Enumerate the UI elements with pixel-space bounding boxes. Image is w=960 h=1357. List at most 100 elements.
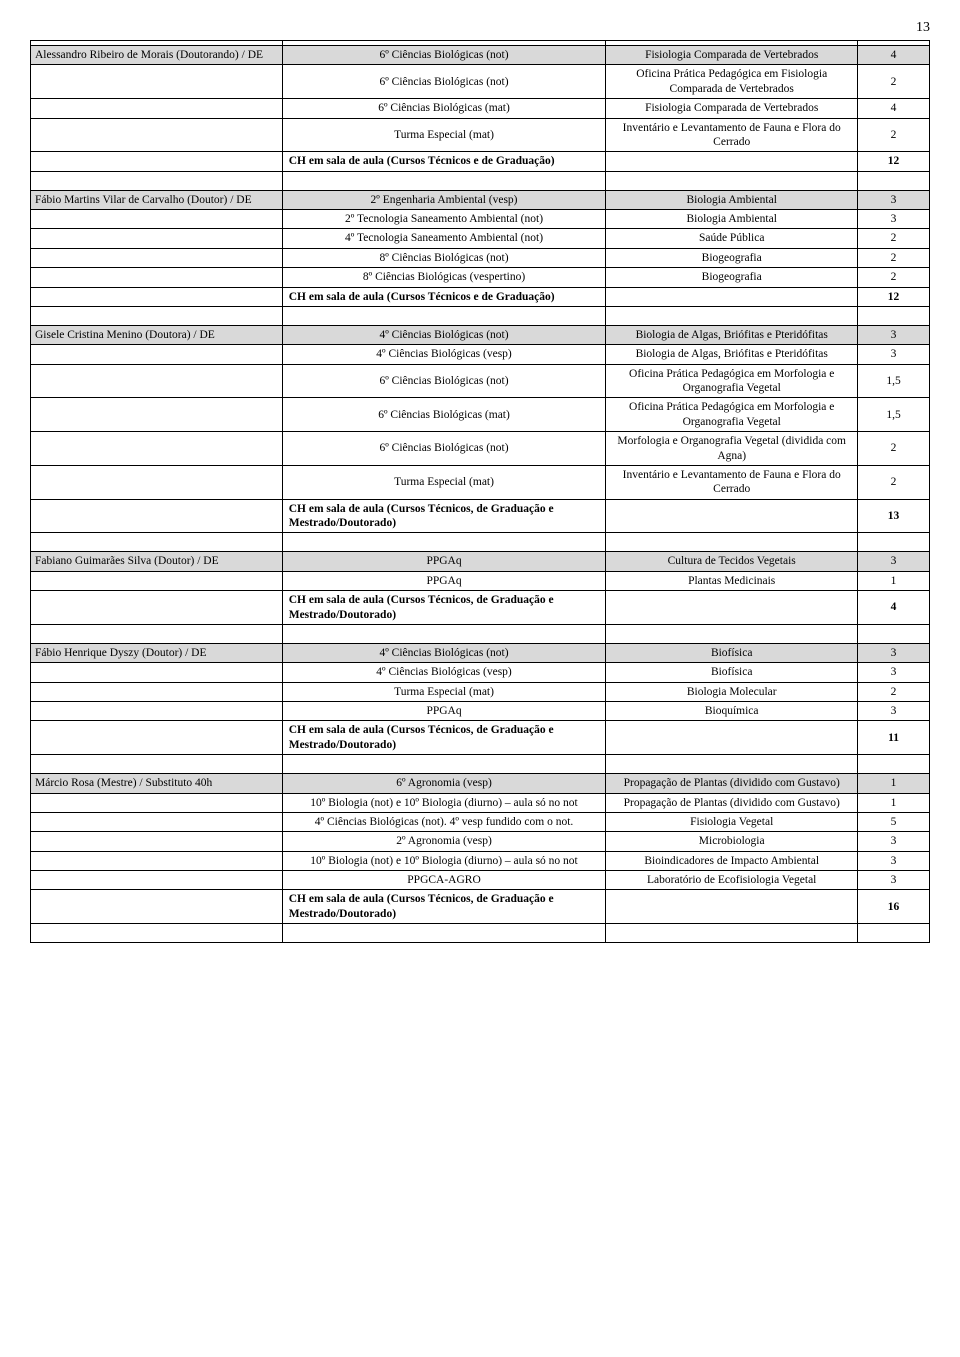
table-row: Fábio Henrique Dyszy (Doutor) / DE4º Ciê… <box>31 643 930 662</box>
table-row: PPGAqPlantas Medicinais1 <box>31 571 930 590</box>
empty-cell <box>858 171 930 190</box>
hours-cell: 3 <box>858 832 930 851</box>
empty-cell <box>606 924 858 943</box>
subject-cell: Biogeografia <box>606 248 858 267</box>
summary-row: CH em sala de aula (Cursos Técnicos, de … <box>31 499 930 533</box>
table-row: 6º Ciências Biológicas (not)Oficina Prát… <box>31 364 930 398</box>
course-cell: 6º Ciências Biológicas (not) <box>282 46 606 65</box>
subject-cell: Inventário e Levantamento de Fauna e Flo… <box>606 118 858 152</box>
summary-row: CH em sala de aula (Cursos Técnicos e de… <box>31 152 930 171</box>
instructor-cell <box>31 571 283 590</box>
empty-cell <box>31 499 283 533</box>
instructor-cell <box>31 118 283 152</box>
course-cell: 6º Ciências Biológicas (not) <box>282 65 606 99</box>
hours-cell: 3 <box>858 871 930 890</box>
hours-cell: 2 <box>858 65 930 99</box>
table-row: 6º Ciências Biológicas (mat)Oficina Prát… <box>31 398 930 432</box>
table-row: Fabiano Guimarães Silva (Doutor) / DEPPG… <box>31 552 930 571</box>
instructor-cell <box>31 812 283 831</box>
subject-cell: Inventário e Levantamento de Fauna e Flo… <box>606 465 858 499</box>
instructor-cell: Fábio Henrique Dyszy (Doutor) / DE <box>31 643 283 662</box>
empty-cell <box>31 924 283 943</box>
subject-cell: Plantas Medicinais <box>606 571 858 590</box>
course-cell: 8º Ciências Biológicas (not) <box>282 248 606 267</box>
hours-cell: 3 <box>858 663 930 682</box>
schedule-table: Alessandro Ribeiro de Morais (Doutorando… <box>30 40 930 943</box>
course-cell: Turma Especial (mat) <box>282 465 606 499</box>
subject-cell: Biologia de Algas, Briófitas e Pteridófi… <box>606 345 858 364</box>
empty-cell <box>282 533 606 552</box>
summary-label: CH em sala de aula (Cursos Técnicos, de … <box>282 890 606 924</box>
hours-cell: 4 <box>858 99 930 118</box>
instructor-cell <box>31 364 283 398</box>
subject-cell: Biologia Ambiental <box>606 190 858 209</box>
course-cell: 2º Engenharia Ambiental (vesp) <box>282 190 606 209</box>
instructor-cell <box>31 398 283 432</box>
instructor-cell: Gisele Cristina Menino (Doutora) / DE <box>31 325 283 344</box>
empty-cell <box>31 890 283 924</box>
table-row: Turma Especial (mat)Inventário e Levanta… <box>31 465 930 499</box>
summary-value: 4 <box>858 591 930 625</box>
empty-cell <box>31 533 283 552</box>
empty-cell <box>282 306 606 325</box>
course-cell: 4º Ciências Biológicas (not) <box>282 643 606 662</box>
table-row: 2º Agronomia (vesp)Microbiologia3 <box>31 832 930 851</box>
course-cell: 4º Ciências Biológicas (vesp) <box>282 345 606 364</box>
instructor-cell <box>31 702 283 721</box>
summary-label: CH em sala de aula (Cursos Técnicos, de … <box>282 499 606 533</box>
hours-cell: 3 <box>858 851 930 870</box>
subject-cell: Biofísica <box>606 663 858 682</box>
instructor-cell <box>31 851 283 870</box>
subject-cell: Oficina Prática Pedagógica em Morfologia… <box>606 364 858 398</box>
empty-cell <box>606 533 858 552</box>
empty-cell <box>606 287 858 306</box>
table-row: Alessandro Ribeiro de Morais (Doutorando… <box>31 46 930 65</box>
table-row: 2º Tecnologia Saneamento Ambiental (not)… <box>31 210 930 229</box>
empty-cell <box>858 924 930 943</box>
course-cell: 6º Ciências Biológicas (mat) <box>282 99 606 118</box>
instructor-cell <box>31 432 283 466</box>
hours-cell: 2 <box>858 229 930 248</box>
table-row: 4º Ciências Biológicas (not). 4º vesp fu… <box>31 812 930 831</box>
summary-row: CH em sala de aula (Cursos Técnicos, de … <box>31 721 930 755</box>
course-cell: PPGAq <box>282 571 606 590</box>
hours-cell: 1 <box>858 774 930 793</box>
summary-value: 16 <box>858 890 930 924</box>
hours-cell: 1,5 <box>858 364 930 398</box>
course-cell: 6º Ciências Biológicas (mat) <box>282 398 606 432</box>
course-cell: Turma Especial (mat) <box>282 118 606 152</box>
hours-cell: 3 <box>858 210 930 229</box>
table-row: Fábio Martins Vilar de Carvalho (Doutor)… <box>31 190 930 209</box>
instructor-cell <box>31 793 283 812</box>
subject-cell: Biologia Molecular <box>606 682 858 701</box>
hours-cell: 2 <box>858 432 930 466</box>
spacer-row <box>31 624 930 643</box>
empty-cell <box>606 624 858 643</box>
table-row: 10º Biologia (not) e 10º Biologia (diurn… <box>31 793 930 812</box>
spacer-row <box>31 755 930 774</box>
hours-cell: 3 <box>858 552 930 571</box>
course-cell: PPGAq <box>282 702 606 721</box>
course-cell: 10º Biologia (not) e 10º Biologia (diurn… <box>282 851 606 870</box>
empty-cell <box>31 287 283 306</box>
subject-cell: Fisiologia Comparada de Vertebrados <box>606 99 858 118</box>
table-row: 10º Biologia (not) e 10º Biologia (diurn… <box>31 851 930 870</box>
summary-row: CH em sala de aula (Cursos Técnicos e de… <box>31 287 930 306</box>
course-cell: 4º Ciências Biológicas (not) <box>282 325 606 344</box>
table-row: Turma Especial (mat)Inventário e Levanta… <box>31 118 930 152</box>
course-cell: 4º Ciências Biológicas (not). 4º vesp fu… <box>282 812 606 831</box>
hours-cell: 2 <box>858 682 930 701</box>
hours-cell: 2 <box>858 268 930 287</box>
course-cell: 2º Tecnologia Saneamento Ambiental (not) <box>282 210 606 229</box>
subject-cell: Fisiologia Vegetal <box>606 812 858 831</box>
summary-value: 12 <box>858 287 930 306</box>
subject-cell: Oficina Prática Pedagógica em Morfologia… <box>606 398 858 432</box>
instructor-cell <box>31 465 283 499</box>
summary-row: CH em sala de aula (Cursos Técnicos, de … <box>31 890 930 924</box>
hours-cell: 3 <box>858 643 930 662</box>
table-row: 6º Ciências Biológicas (mat)Fisiologia C… <box>31 99 930 118</box>
table-row: 6º Ciências Biológicas (not)Morfologia e… <box>31 432 930 466</box>
course-cell: PPGAq <box>282 552 606 571</box>
subject-cell: Biogeografia <box>606 268 858 287</box>
subject-cell: Morfologia e Organografia Vegetal (divid… <box>606 432 858 466</box>
